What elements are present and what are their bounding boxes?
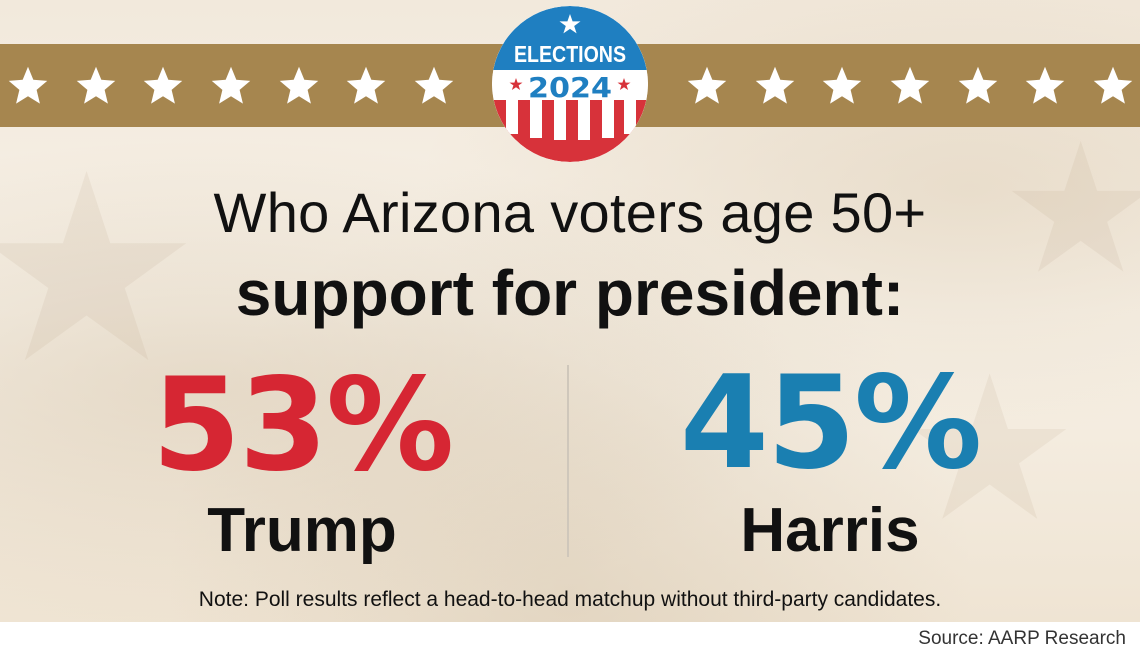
star-icon (277, 64, 321, 108)
background-star-icon: ★ (0, 119, 204, 421)
background-star-icon: ★ (900, 333, 1080, 566)
elections-2024-badge: ELECTIONS 2024 (492, 6, 648, 162)
trump-name: Trump (207, 496, 397, 565)
harris-name: Harris (740, 496, 920, 565)
star-icon (344, 64, 388, 108)
badge-label-year: 2024 (528, 71, 612, 104)
star-icon (753, 64, 797, 108)
star-icon (141, 64, 185, 108)
harris-percent: 45% (679, 349, 982, 498)
star-icon (1091, 64, 1135, 108)
star-icon (1023, 64, 1067, 108)
star-icon (956, 64, 1000, 108)
star-icon (74, 64, 118, 108)
star-row-right (685, 44, 1135, 127)
footnote: Note: Poll results reflect a head-to-hea… (198, 588, 942, 611)
trump-percent: 53% (151, 351, 454, 500)
headline-line-1: Who Arizona voters age 50+ (213, 181, 927, 244)
infographic: ★ ★ ★ (0, 0, 1140, 622)
badge-label-elections: ELECTIONS (514, 41, 626, 67)
star-icon (6, 64, 50, 108)
source-credit: Source: AARP Research (918, 628, 1126, 649)
star-icon (412, 64, 456, 108)
background-star-icon: ★ (1000, 105, 1140, 314)
result-divider (567, 365, 569, 557)
star-row-left (6, 44, 456, 127)
star-icon (685, 64, 729, 108)
star-icon (888, 64, 932, 108)
headline-line-2: support for president: (235, 257, 905, 329)
star-icon (209, 64, 253, 108)
star-icon (820, 64, 864, 108)
